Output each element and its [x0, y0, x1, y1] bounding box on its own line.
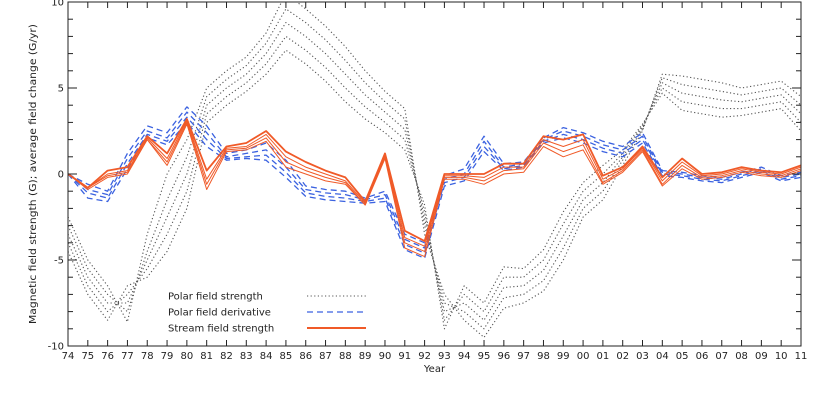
x-tick-label: 95	[478, 351, 491, 362]
x-tick-label: 07	[715, 351, 728, 362]
series-line-stream-field-strength	[68, 121, 801, 252]
y-tick-label: 5	[58, 84, 64, 95]
x-tick-label: 03	[636, 351, 649, 362]
x-tick-label: 97	[517, 351, 530, 362]
y-tick-label: 10	[51, 0, 64, 9]
x-tick-label: 79	[161, 351, 174, 362]
x-tick-label: 89	[359, 351, 372, 362]
legend-label-stream-field-strength: Stream field strength	[168, 324, 274, 335]
x-tick-label: 80	[180, 351, 193, 362]
x-tick-label: 04	[656, 351, 669, 362]
x-tick-label: 05	[676, 351, 689, 362]
series-polar-field-strength	[68, 2, 801, 338]
x-tick-label: 82	[220, 351, 233, 362]
series-line-polar-field-strength	[68, 49, 801, 330]
x-tick-label: 83	[240, 351, 253, 362]
series-stream-field-strength	[68, 118, 801, 258]
series-line-stream-field-strength	[68, 123, 801, 258]
x-tick-label: 01	[597, 351, 610, 362]
x-tick-label: 86	[299, 351, 312, 362]
x-tick-label: 75	[81, 351, 94, 362]
x-tick-label: 06	[696, 351, 709, 362]
x-tick-label: 87	[319, 351, 332, 362]
series-line-polar-field-strength	[68, 35, 801, 321]
x-tick-label: 09	[755, 351, 768, 362]
series-line-stream-field-strength	[68, 118, 801, 243]
x-tick-label: 76	[101, 351, 114, 362]
x-tick-label: 99	[557, 351, 570, 362]
axis-ticks: 74 75 76 77 78 79 80 81 82 83 84 85 86 87 88 89 90 91 92 93…	[48, 0, 808, 362]
series-polar-field-derivative	[68, 106, 801, 259]
x-tick-label: 92	[418, 351, 431, 362]
x-tick-label: 74	[62, 351, 75, 362]
x-tick-label: 08	[735, 351, 748, 362]
plot-lines	[68, 2, 801, 338]
y-axis-title: Magnetic field strength (G); average fie…	[28, 24, 39, 324]
legend-label-polar-field-strength: Polar field strength	[168, 292, 263, 303]
x-tick-label: 02	[616, 351, 629, 362]
x-tick-label: 88	[339, 351, 352, 362]
legend: Polar field strength Polar field derivat…	[168, 292, 366, 335]
x-tick-label: 78	[141, 351, 154, 362]
x-tick-label: 94	[458, 351, 471, 362]
x-tick-label: 93	[438, 351, 451, 362]
x-tick-label: 77	[121, 351, 134, 362]
x-axis-title: Year	[423, 364, 446, 375]
x-tick-label: 91	[398, 351, 411, 362]
y-tick-label: 0	[58, 170, 64, 181]
y-tick-label: -10	[48, 342, 64, 353]
x-tick-label: 90	[379, 351, 392, 362]
x-tick-label: 96	[497, 351, 510, 362]
x-tick-label: 98	[537, 351, 550, 362]
x-tick-label: 81	[200, 351, 213, 362]
series-line-stream-field-strength	[68, 120, 801, 247]
x-tick-label: 84	[260, 351, 273, 362]
x-tick-label: 85	[280, 351, 293, 362]
series-line-polar-field-derivative	[68, 111, 801, 249]
legend-label-polar-field-derivative: Polar field derivative	[168, 308, 271, 319]
x-tick-label: 10	[775, 351, 788, 362]
y-tick-label: -5	[54, 256, 64, 267]
x-tick-label: 11	[795, 351, 808, 362]
x-tick-label: 00	[577, 351, 590, 362]
series-line-polar-field-strength	[68, 8, 801, 330]
